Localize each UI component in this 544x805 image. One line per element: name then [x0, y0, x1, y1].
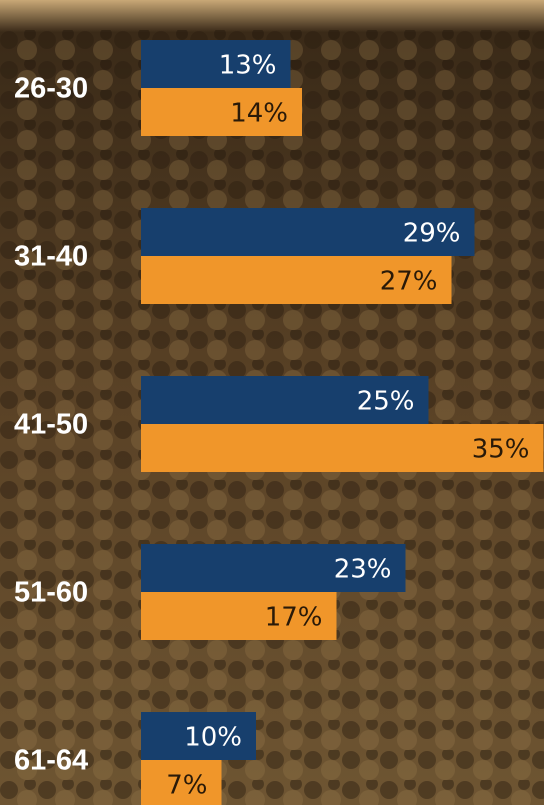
value-label: 7%: [166, 771, 207, 801]
value-label: 27%: [380, 267, 438, 297]
value-label: 25%: [357, 387, 415, 417]
value-label: 14%: [230, 99, 288, 129]
category-label: 51-60: [14, 577, 88, 609]
category-label: 31-40: [14, 241, 88, 273]
bar: [141, 40, 291, 88]
value-label: 35%: [472, 435, 530, 465]
bar: [141, 424, 544, 472]
bar: [141, 376, 429, 424]
bar: [141, 592, 337, 640]
category-label: 61-64: [14, 745, 88, 777]
bar: [141, 544, 406, 592]
value-label: 17%: [265, 603, 323, 633]
bar: [141, 88, 302, 136]
value-label: 29%: [403, 219, 461, 249]
value-label: 23%: [334, 555, 392, 585]
category-label: 41-50: [14, 409, 88, 441]
value-label: 10%: [184, 723, 242, 753]
bar: [141, 760, 222, 805]
plot-area: 26-30 13% 14% 31-40 29% 27% 41-50 25% 35% 51-60 23…: [14, 40, 544, 805]
bar: [141, 208, 475, 256]
bar: [141, 712, 256, 760]
bar: [141, 256, 452, 304]
value-label: 13%: [219, 51, 277, 81]
category-label: 26-30: [14, 73, 88, 105]
